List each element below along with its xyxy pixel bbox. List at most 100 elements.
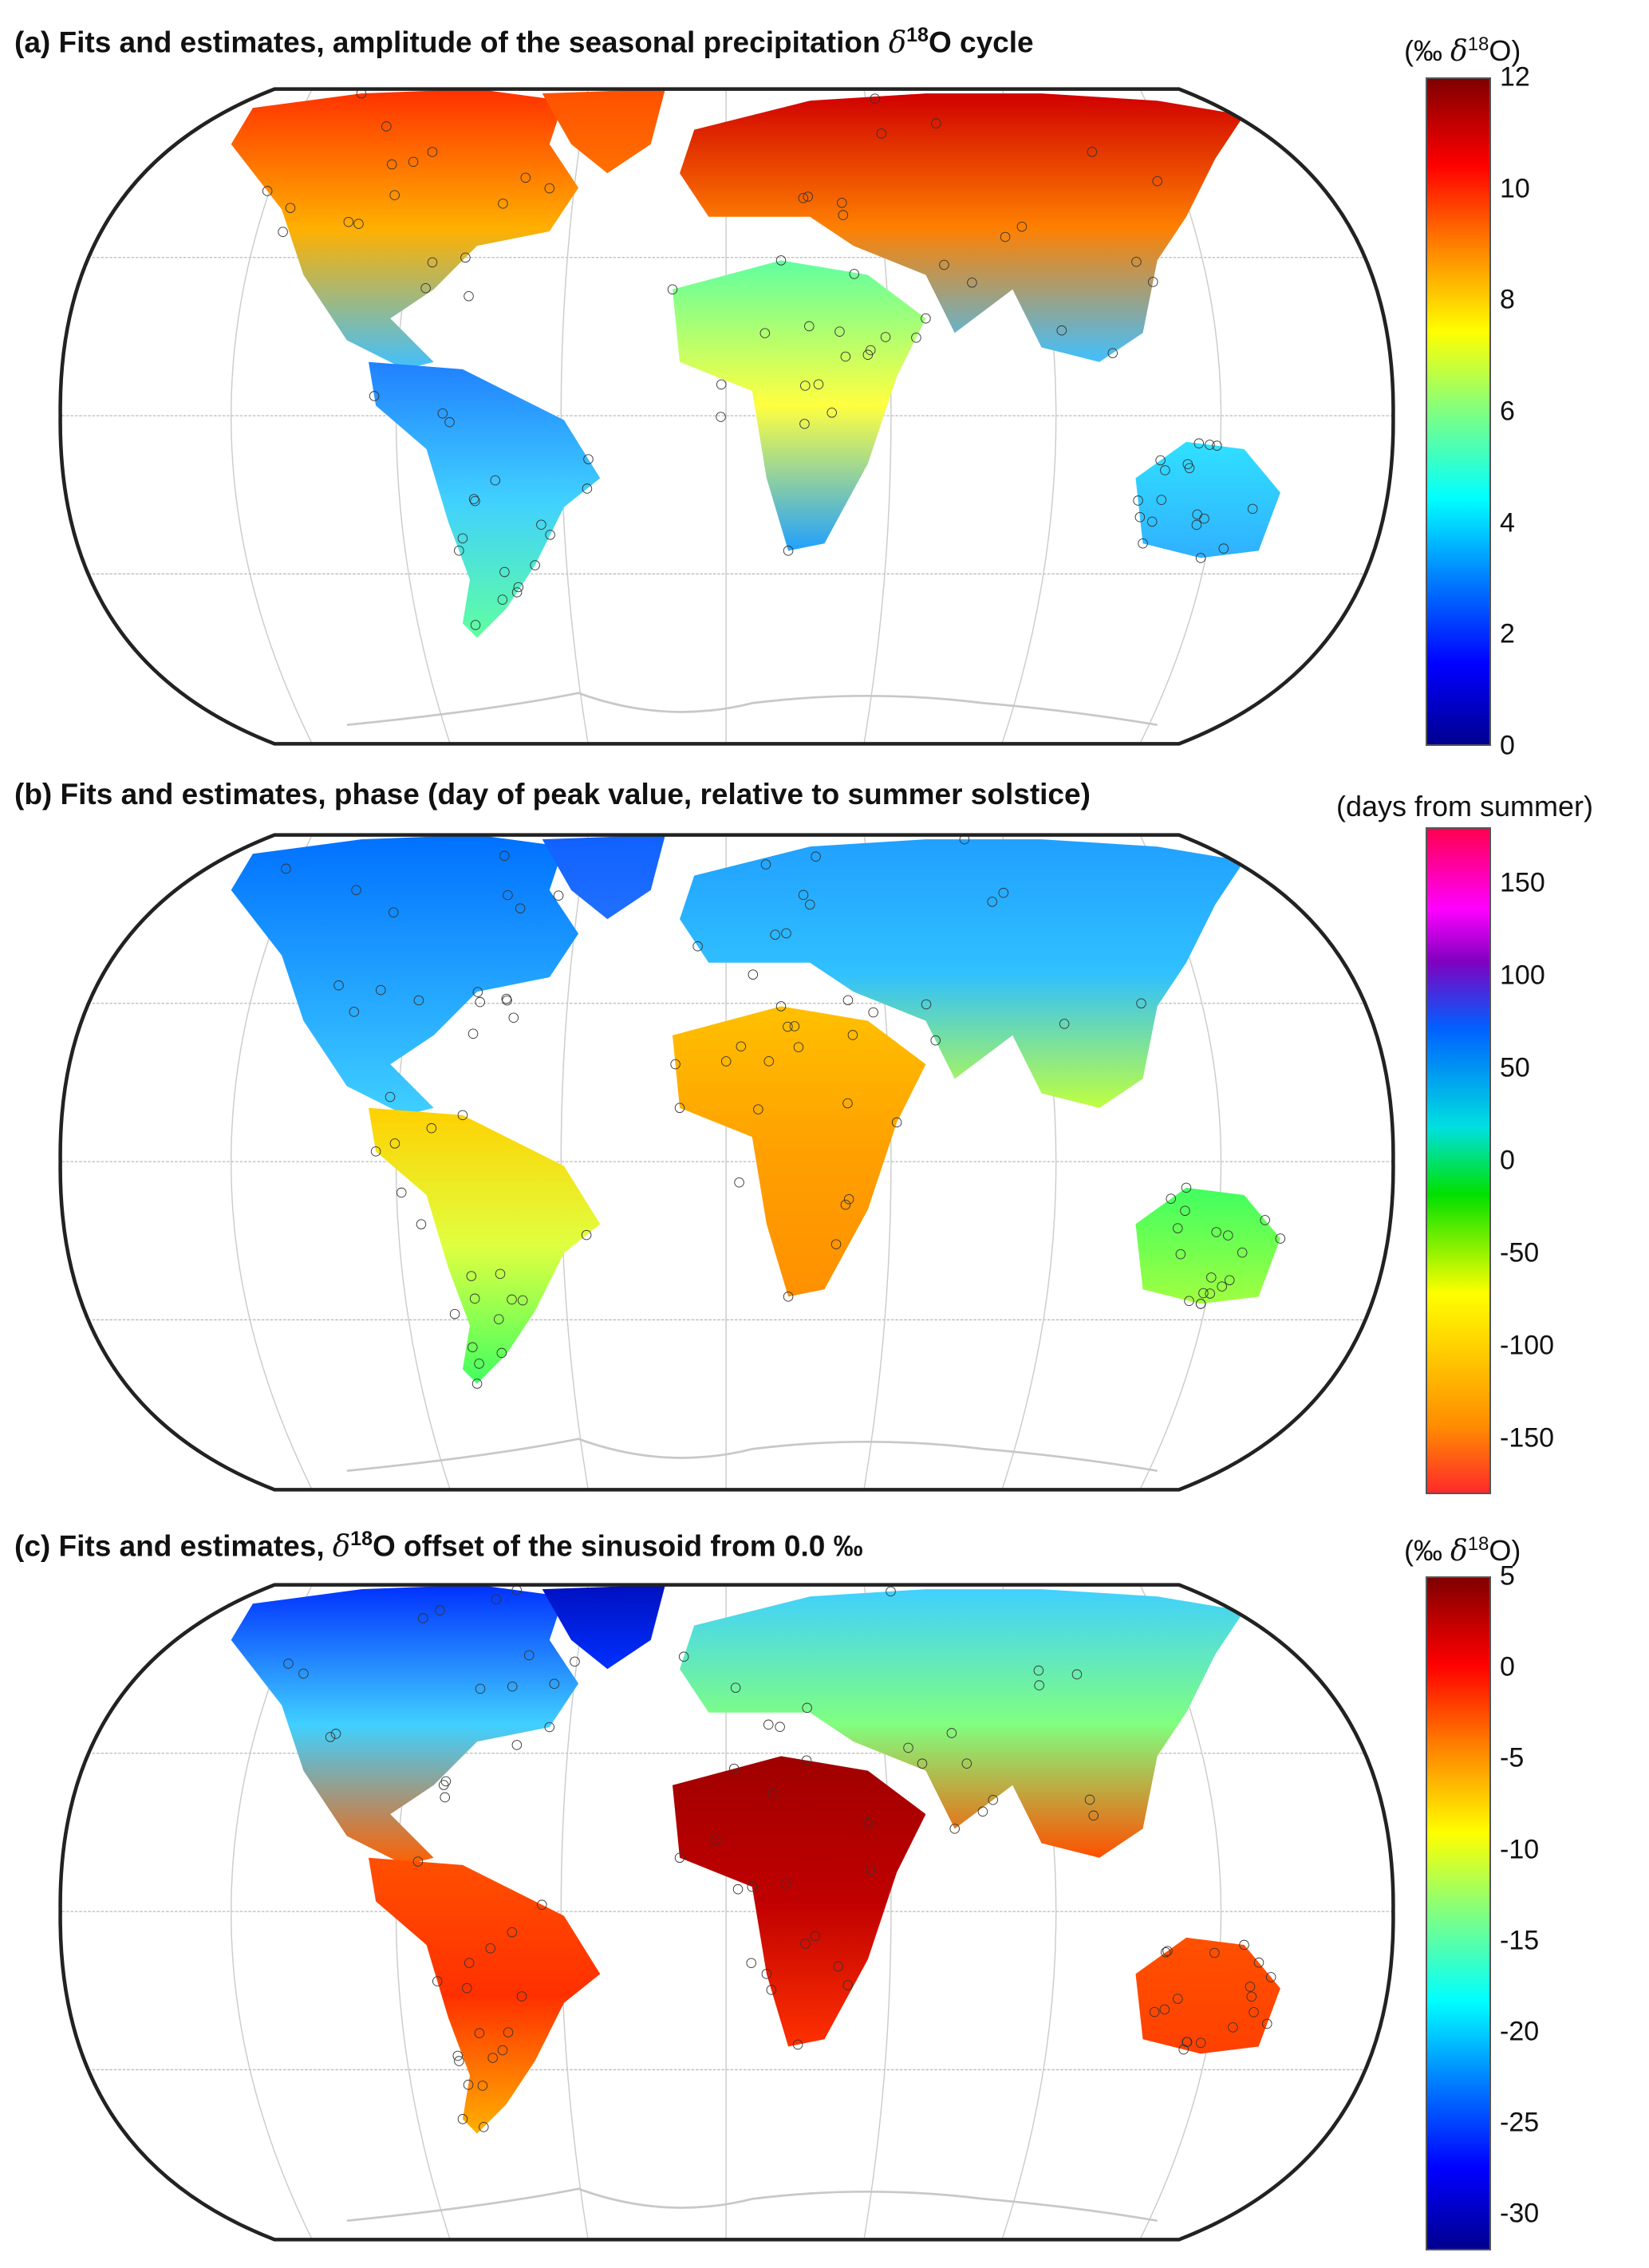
station-marker [1195,553,1206,563]
continent-greenland [542,834,665,920]
station-marker [1156,495,1167,505]
station-marker [544,1722,555,1733]
station-marker [736,1041,747,1052]
station-marker [775,255,787,266]
station-marker [880,332,891,342]
continent-africa [672,260,926,551]
station-marker [432,1976,443,1986]
colorbar-tick-label: 5 [1500,1560,1515,1592]
superscript: 18 [906,24,929,46]
station-marker [931,118,941,128]
station-marker [1173,1994,1183,2004]
map-frame [58,833,1395,1492]
colorbar-tick-label: -5 [1500,1742,1525,1773]
station-marker [921,999,932,1010]
station-marker [949,1824,960,1834]
delta-symbol: δ [1450,35,1468,68]
station-marker [1146,516,1158,527]
station-marker [946,1728,957,1738]
station-marker [842,1098,853,1109]
station-marker [789,1021,800,1031]
station-marker [499,850,510,862]
station-marker [1205,1288,1215,1299]
station-marker [471,1379,483,1389]
colorbar-tick-label: 2 [1500,618,1515,649]
station-marker [793,1042,804,1052]
station-marker [454,2056,464,2066]
station-marker [865,1864,876,1876]
station-marker [449,1308,460,1319]
station-marker [837,197,847,208]
station-marker [800,1939,811,1949]
station-marker [767,1788,778,1799]
station-marker [582,483,593,494]
station-marker [876,128,887,139]
station-marker [775,1722,785,1732]
station-marker [507,1681,518,1692]
station-marker [516,1991,527,2002]
station-marker [1107,348,1118,358]
delta-symbol: δ [332,1528,351,1564]
station-marker [911,332,921,343]
station-marker [503,889,513,901]
station-marker [838,210,849,220]
station-marker [1206,1272,1217,1283]
station-marker [670,1059,681,1070]
station-marker [843,1193,854,1205]
station-marker [470,620,481,630]
continent-namerica [231,1584,579,1865]
continent-greenland [542,89,665,174]
station-marker [460,252,471,263]
station-marker [1228,2022,1238,2033]
station-marker [1223,1230,1233,1240]
colorbar-tick-label: 10 [1500,173,1530,204]
station-marker [536,519,546,531]
station-marker [746,1958,757,1968]
station-marker [375,984,386,996]
station-marker [477,2081,488,2091]
station-marker [507,1927,518,1938]
graticule-meridian [560,834,590,1490]
station-marker [667,284,678,295]
superscript: 18 [1467,1533,1489,1555]
station-marker [747,1881,758,1892]
station-marker [583,454,594,464]
station-marker [847,1030,858,1040]
colorbar-tick-label: -20 [1500,2016,1540,2047]
station-marker [517,1295,528,1306]
station-marker [474,1359,484,1369]
station-marker [1087,147,1098,157]
station-marker [420,282,431,294]
panel-c-title: (c) Fits and estimates, δ18O offset of t… [14,1528,863,1563]
station-marker [437,408,448,419]
station-marker [810,1931,821,1942]
station-marker [1265,1972,1276,1982]
station-marker [1246,1991,1257,2002]
station-marker [967,277,977,288]
panel-b-colorbar-unit: (days from summer) [1336,790,1593,823]
panel-c-colorbar-unit: (‰ δ18O) [1404,1533,1521,1568]
station-marker [389,190,400,200]
station-marker [389,907,399,917]
colorbar-tick-label: -100 [1500,1330,1555,1361]
station-marker [1161,1947,1171,1958]
station-marker [278,227,288,237]
station-marker [438,1780,449,1790]
station-marker [1224,1275,1235,1286]
station-marker [1159,2004,1170,2015]
station-marker [1211,1227,1221,1237]
station-marker [469,1293,480,1304]
graticule-meridian [560,1584,590,2240]
delta-symbol: δ [1450,1535,1468,1568]
station-marker [1181,1182,1192,1193]
station-marker [581,1229,592,1240]
station-marker [1262,2018,1272,2029]
station-marker [283,1659,294,1669]
station-marker [1148,277,1158,287]
colorbar-tick-label: 6 [1500,396,1515,427]
station-marker [353,219,364,229]
panel-a-map [58,87,1395,746]
station-marker [457,533,468,544]
station-marker [463,2080,474,2090]
station-marker [732,1883,744,1895]
